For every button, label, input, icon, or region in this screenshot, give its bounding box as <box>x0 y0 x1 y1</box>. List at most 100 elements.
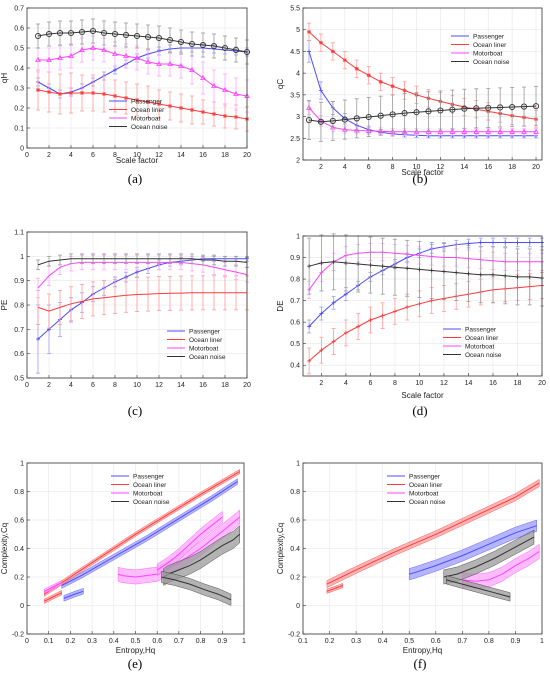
series-ocean_noise <box>161 525 241 606</box>
data-point <box>177 38 185 46</box>
data-point <box>413 109 420 116</box>
x-axis-label: Scale factor <box>116 156 159 165</box>
y-tick-label: 1 <box>20 254 24 261</box>
y-tick-label: 0.8 <box>290 489 300 496</box>
legend-label: Ocean noise <box>465 352 502 359</box>
data-point <box>378 79 383 84</box>
data-point <box>401 110 408 117</box>
x-tick-label: 0.3 <box>87 638 97 645</box>
series-passenger <box>409 519 537 581</box>
x-tick-label: 0.1 <box>298 638 308 645</box>
legend-label: Ocean liner <box>131 107 165 114</box>
series-ocean_noise <box>34 18 251 65</box>
x-tick-label: 0.2 <box>66 638 76 645</box>
x-tick-label: 20 <box>532 164 540 171</box>
y-tick-label: 5 <box>296 27 300 34</box>
data-point <box>90 44 96 50</box>
x-tick-label: 0 <box>25 382 29 389</box>
x-tick-label: 0.7 <box>457 638 467 645</box>
data-point <box>188 40 196 48</box>
data-point <box>307 264 312 269</box>
x-tick-label: 0.2 <box>325 638 335 645</box>
data-point <box>78 28 86 36</box>
y-tick-label: 0.5 <box>14 46 24 53</box>
data-point <box>146 100 150 104</box>
data-point <box>306 49 311 54</box>
x-tick-label: 16 <box>199 382 207 389</box>
y-tick-label: 4 <box>296 71 300 78</box>
data-point <box>341 116 348 123</box>
x-axis-label: Entropy,Hq <box>403 646 442 655</box>
data-point <box>497 104 504 111</box>
data-point <box>521 128 527 134</box>
data-point <box>123 52 129 58</box>
y-axis-label: DE <box>276 300 285 311</box>
data-point <box>122 31 130 39</box>
y-tick-label: 2.5 <box>290 136 300 143</box>
x-tick-label: 16 <box>484 164 492 171</box>
data-point <box>466 271 471 276</box>
data-point <box>380 264 385 269</box>
data-point <box>233 90 239 96</box>
y-tick-label: 1 <box>296 461 300 468</box>
x-tick-label: 10 <box>413 164 421 171</box>
y-axis-label: PE <box>0 300 9 311</box>
data-point <box>124 96 128 100</box>
y-tick-label: 0.4 <box>14 546 24 553</box>
data-point <box>330 49 335 54</box>
data-point <box>34 32 42 40</box>
y-tick-label: 0.2 <box>290 575 300 582</box>
data-point <box>354 66 359 71</box>
panel-5: 0.1 0.2 0.3 0.4 0.5 0.6 0.7 0.8 0.9 1 -0.2 0 0.2 0.4 0… <box>276 461 544 672</box>
data-point <box>429 268 434 273</box>
data-point <box>405 266 410 271</box>
legend-label: Ocean liner <box>133 482 167 489</box>
data-point <box>221 44 229 52</box>
series-line <box>37 258 248 266</box>
data-point <box>133 32 141 40</box>
legend-label: Motorboat <box>189 346 218 353</box>
x-tick-label: 1 <box>242 638 246 645</box>
data-point <box>318 88 323 93</box>
y-tick-label: 3.5 <box>290 92 300 99</box>
x-tick-label: 8 <box>113 382 117 389</box>
data-point <box>58 92 62 96</box>
y-axis-label: Complexity,Cq <box>0 523 9 574</box>
data-point <box>319 348 324 353</box>
band-center-line <box>326 482 540 585</box>
y-tick-label: 0.2 <box>14 575 24 582</box>
legend-label: Motorboat <box>409 491 438 498</box>
data-point <box>45 30 53 38</box>
data-point <box>343 260 348 265</box>
data-point <box>222 86 228 92</box>
x-tick-label: 2 <box>319 164 323 171</box>
y-tick-label: 0.7 <box>290 298 300 305</box>
band-center-line <box>446 579 511 598</box>
data-point <box>478 272 483 277</box>
x-axis-label: Scale factor <box>401 391 444 400</box>
x-tick-label: 12 <box>440 380 448 387</box>
data-point <box>485 104 492 111</box>
x-tick-label: 20 <box>538 380 546 387</box>
data-point <box>69 91 73 95</box>
data-point <box>331 259 336 264</box>
data-point <box>527 274 532 279</box>
legend-label: Passenger <box>189 329 221 336</box>
panel-label: (f) <box>414 656 427 671</box>
data-point <box>307 324 312 329</box>
band-area <box>61 478 238 589</box>
legend-label: Passenger <box>409 474 441 481</box>
y-tick-label: 2 <box>296 158 300 165</box>
data-point <box>509 103 516 111</box>
y-tick-label: 0.6 <box>290 518 300 525</box>
data-point <box>485 128 492 134</box>
band-center-line <box>44 471 240 595</box>
y-tick-label: 0.4 <box>290 546 300 553</box>
panel-label: (a) <box>128 171 142 186</box>
x-tick-label: 0.5 <box>131 638 141 645</box>
x-tick-label: 0.3 <box>351 638 361 645</box>
series-line <box>37 292 247 312</box>
y-tick-label: 0.2 <box>14 106 24 113</box>
data-point <box>189 66 195 72</box>
data-point <box>331 300 336 305</box>
